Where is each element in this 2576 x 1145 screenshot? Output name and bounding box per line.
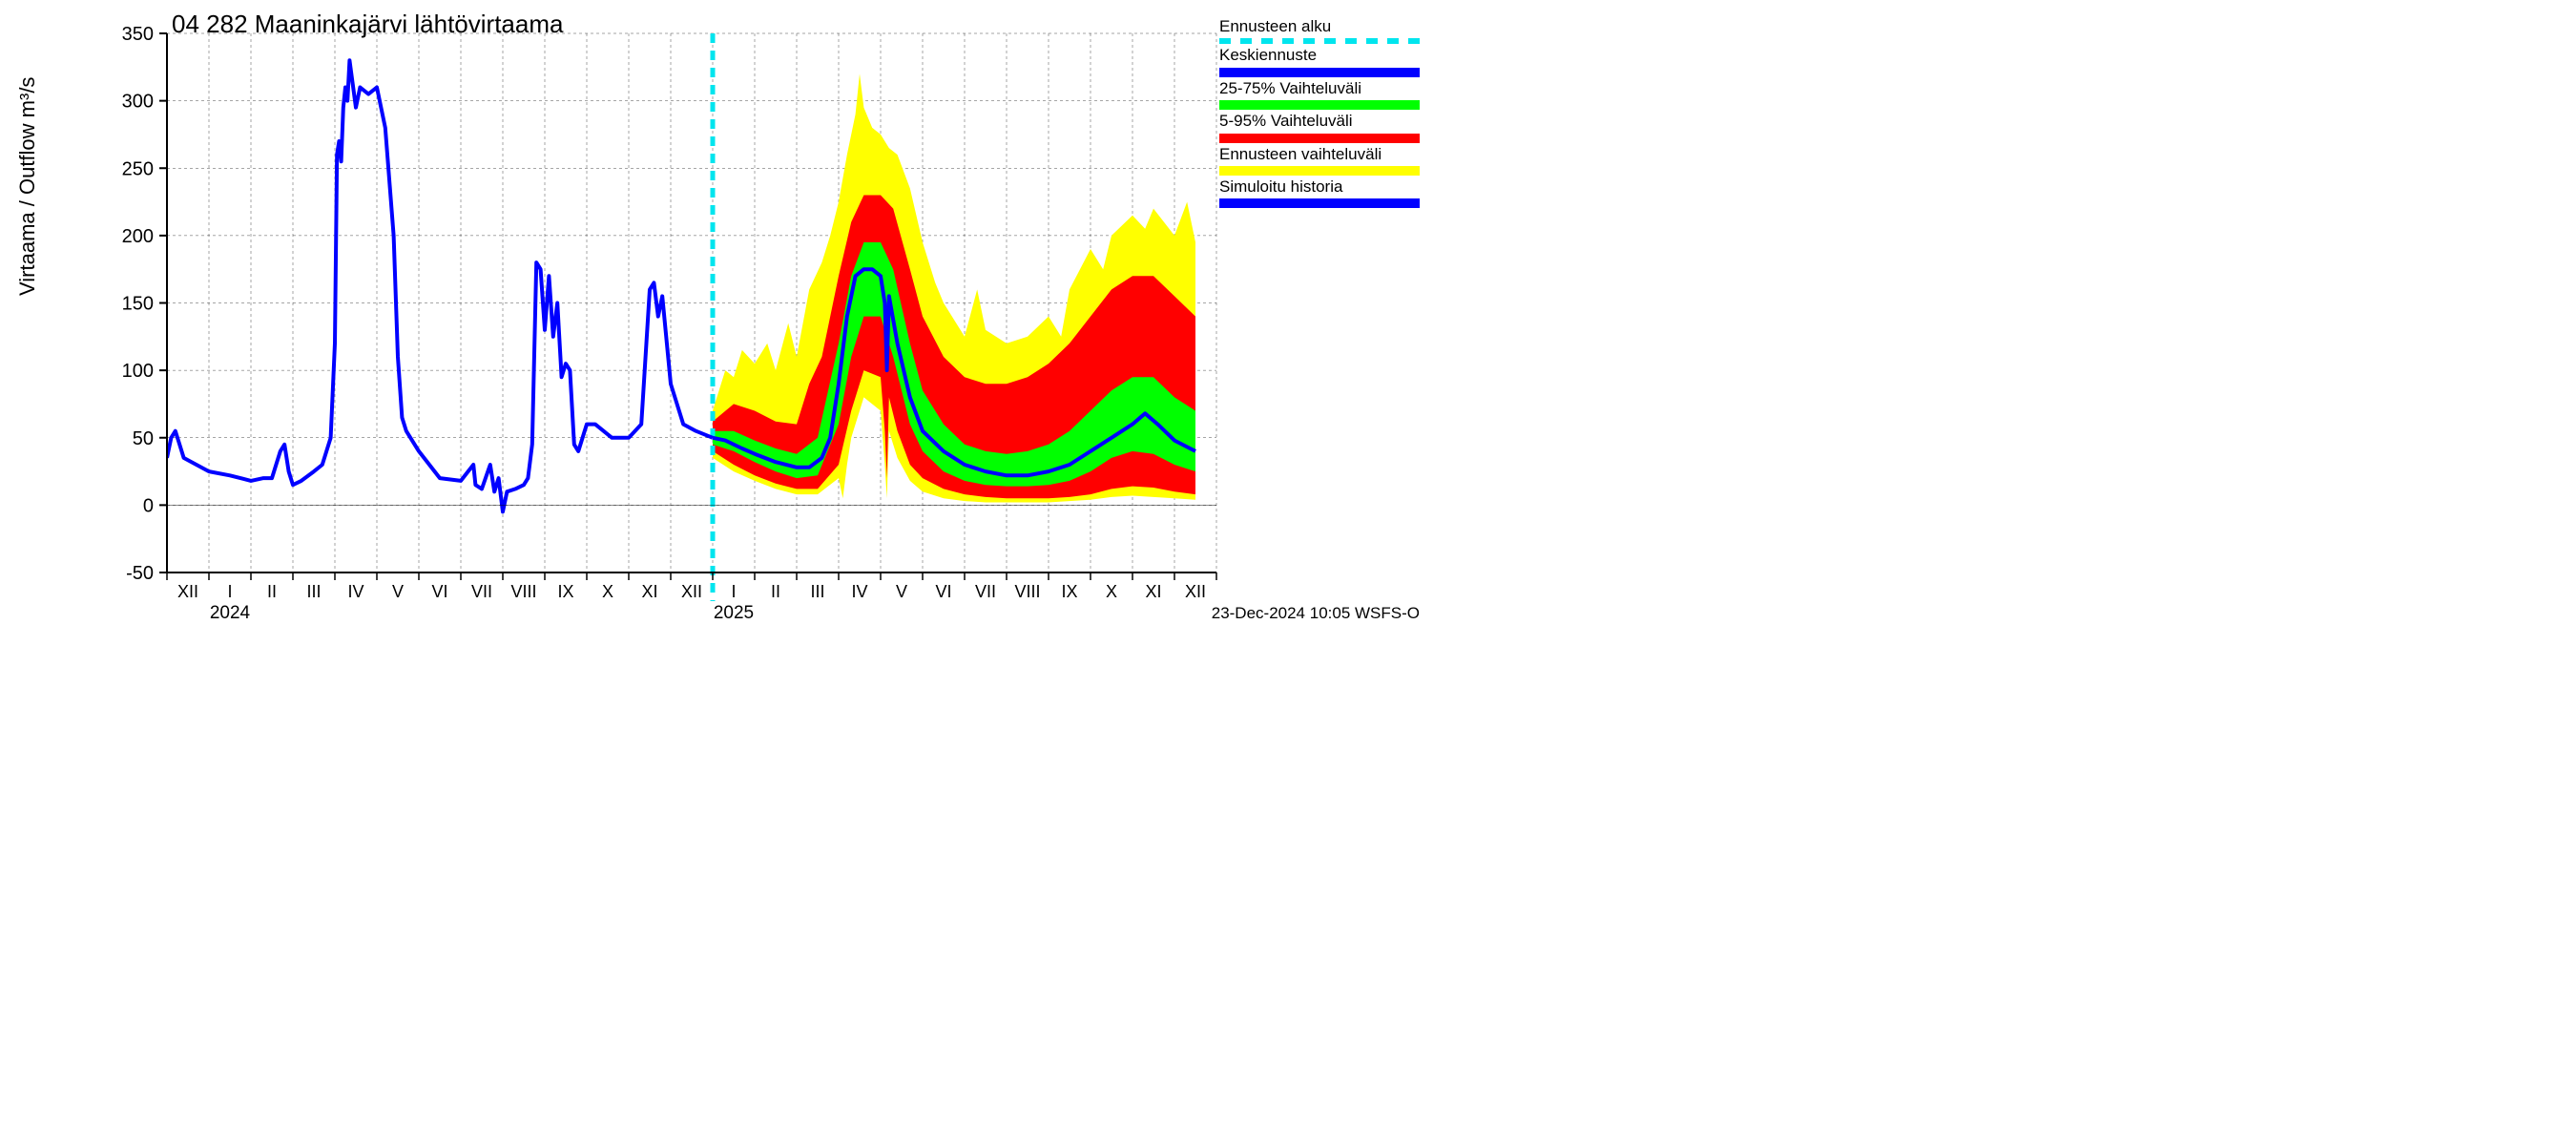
svg-text:X: X xyxy=(1106,582,1117,601)
svg-text:XII: XII xyxy=(1185,582,1206,601)
svg-text:IX: IX xyxy=(1061,582,1077,601)
svg-text:2024: 2024 xyxy=(210,603,251,623)
legend-swatch xyxy=(1219,100,1420,110)
legend-swatch xyxy=(1219,166,1420,176)
legend-swatch xyxy=(1219,38,1420,44)
svg-text:VIII: VIII xyxy=(510,582,536,601)
svg-text:III: III xyxy=(306,582,321,601)
svg-text:IV: IV xyxy=(347,582,364,601)
svg-text:0: 0 xyxy=(143,495,154,516)
legend-label: Ennusteen alku xyxy=(1219,17,1420,36)
legend-swatch xyxy=(1219,68,1420,77)
svg-text:100: 100 xyxy=(122,361,154,382)
svg-text:VIII: VIII xyxy=(1014,582,1040,601)
svg-text:150: 150 xyxy=(122,294,154,315)
legend-item: Keskiennuste xyxy=(1219,46,1420,76)
chart-title: 04 282 Maaninkajärvi lähtövirtaama xyxy=(172,10,563,39)
svg-text:IX: IX xyxy=(557,582,573,601)
svg-text:XI: XI xyxy=(641,582,657,601)
svg-text:2025: 2025 xyxy=(714,603,754,623)
svg-text:VI: VI xyxy=(431,582,447,601)
legend-item: Simuloitu historia xyxy=(1219,177,1420,208)
chart-svg: -50050100150200250300350XIIIIIIIIIVVVIVI… xyxy=(0,0,1431,636)
svg-text:VI: VI xyxy=(935,582,951,601)
svg-text:V: V xyxy=(896,582,907,601)
svg-text:VII: VII xyxy=(471,582,492,601)
svg-text:I: I xyxy=(731,582,736,601)
svg-text:VII: VII xyxy=(975,582,996,601)
legend-label: Ennusteen vaihteluväli xyxy=(1219,145,1420,164)
svg-text:300: 300 xyxy=(122,92,154,113)
y-axis-label: Virtaama / Outflow m³/s xyxy=(15,77,40,296)
svg-text:III: III xyxy=(810,582,824,601)
legend-label: 5-95% Vaihteluväli xyxy=(1219,112,1420,131)
svg-text:X: X xyxy=(602,582,613,601)
legend-item: Ennusteen alku xyxy=(1219,17,1420,44)
legend: Ennusteen alku Keskiennuste 25-75% Vaihtel… xyxy=(1219,17,1420,210)
legend-swatch xyxy=(1219,198,1420,208)
svg-text:II: II xyxy=(267,582,277,601)
legend-item: 5-95% Vaihteluväli xyxy=(1219,112,1420,142)
svg-text:50: 50 xyxy=(133,428,154,449)
chart-container: 04 282 Maaninkajärvi lähtövirtaama Virta… xyxy=(0,0,1431,636)
svg-text:I: I xyxy=(227,582,232,601)
legend-swatch xyxy=(1219,134,1420,143)
legend-label: Keskiennuste xyxy=(1219,46,1420,65)
svg-text:250: 250 xyxy=(122,158,154,179)
legend-label: 25-75% Vaihteluväli xyxy=(1219,79,1420,98)
svg-text:-50: -50 xyxy=(126,563,154,584)
svg-text:V: V xyxy=(392,582,404,601)
legend-label: Simuloitu historia xyxy=(1219,177,1420,197)
svg-text:XI: XI xyxy=(1145,582,1161,601)
svg-text:XII: XII xyxy=(177,582,198,601)
legend-item: 25-75% Vaihteluväli xyxy=(1219,79,1420,110)
legend-item: Ennusteen vaihteluväli xyxy=(1219,145,1420,176)
svg-text:IV: IV xyxy=(851,582,867,601)
svg-text:II: II xyxy=(771,582,780,601)
svg-text:200: 200 xyxy=(122,226,154,247)
svg-text:XII: XII xyxy=(681,582,702,601)
footer-timestamp: 23-Dec-2024 10:05 WSFS-O xyxy=(1212,604,1420,623)
svg-text:350: 350 xyxy=(122,24,154,45)
